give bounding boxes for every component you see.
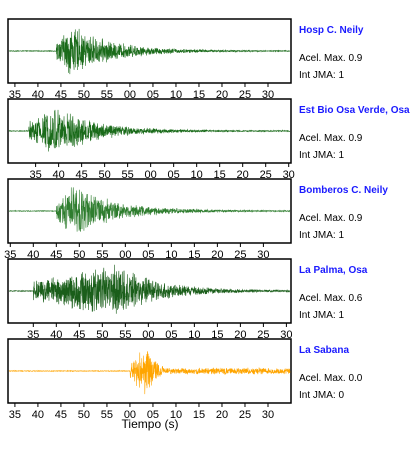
- station-accel-max: Acel. Max. 0.6: [299, 293, 363, 304]
- waveform-line: [8, 109, 291, 152]
- x-tick-label: 25: [234, 249, 246, 261]
- station-accel-max: Acel. Max. 0.9: [299, 213, 363, 224]
- x-tick-label: 45: [55, 89, 67, 101]
- x-tick-label: 40: [32, 409, 44, 421]
- x-tick-label: 15: [188, 249, 200, 261]
- x-tick-label: 20: [234, 329, 246, 341]
- x-tick-label: 40: [52, 169, 64, 181]
- station-accel-max: Acel. Max. 0.9: [299, 133, 363, 144]
- x-axis-label: Tiempo (s): [122, 417, 179, 431]
- x-tick-label: 50: [96, 329, 108, 341]
- x-tick-label: 45: [50, 249, 62, 261]
- station-panel: 35 40 45 50 55 00 05 10 15 20 25 30 La Sabana Acel. M…: [7, 338, 363, 421]
- x-tick-label: 50: [73, 249, 85, 261]
- station-panel: 35 40 45 50 55 00 05 10 15 20 25 30 La Palma, Osa Ace…: [7, 258, 368, 341]
- x-tick-label: 35: [9, 89, 21, 101]
- station-int-jma: Int JMA: 0: [299, 390, 344, 401]
- x-tick-label: 50: [78, 89, 90, 101]
- x-tick-label: 30: [280, 329, 292, 341]
- station-name: La Sabana: [299, 345, 349, 356]
- x-tick-label: 25: [239, 89, 251, 101]
- station-name: La Palma, Osa: [299, 265, 368, 276]
- x-tick-label: 05: [168, 169, 180, 181]
- x-tick-label: 10: [170, 409, 182, 421]
- station-name: Bomberos C. Neily: [299, 185, 388, 196]
- x-tick-label: 20: [211, 249, 223, 261]
- x-tick-label: 45: [55, 409, 67, 421]
- x-tick-label: 30: [262, 409, 274, 421]
- station-panel: 35 40 45 50 55 00 05 10 15 20 25 30 Hosp C. Neily Ace…: [7, 18, 364, 101]
- x-tick-label: 20: [216, 409, 228, 421]
- station-int-jma: Int JMA: 1: [299, 310, 344, 321]
- x-tick-label: 00: [119, 249, 131, 261]
- x-tick-label: 55: [96, 249, 108, 261]
- x-tick-label: 15: [211, 329, 223, 341]
- x-tick-label: 10: [188, 329, 200, 341]
- x-tick-label: 15: [193, 409, 205, 421]
- x-tick-label: 00: [124, 89, 136, 101]
- x-tick-label: 55: [122, 169, 134, 181]
- waveform-line: [8, 187, 291, 232]
- x-tick-label: 35: [27, 329, 39, 341]
- x-tick-label: 10: [165, 249, 177, 261]
- x-tick-label: 10: [170, 89, 182, 101]
- x-tick-label: 45: [76, 169, 88, 181]
- x-tick-label: 00: [142, 329, 154, 341]
- x-tick-label: 30: [257, 249, 269, 261]
- station-panel: 35 40 45 50 55 00 05 10 15 20 25 30 Bomberos C. Neil…: [4, 178, 388, 261]
- x-tick-label: 15: [193, 89, 205, 101]
- x-tick-label: 25: [257, 329, 269, 341]
- x-tick-label: 05: [142, 249, 154, 261]
- x-tick-label: 40: [32, 89, 44, 101]
- x-tick-label: 05: [147, 409, 159, 421]
- station-int-jma: Int JMA: 1: [299, 150, 344, 161]
- x-tick-label: 00: [145, 169, 157, 181]
- x-tick-label: 30: [283, 169, 295, 181]
- station-name: Hosp C. Neily: [299, 25, 364, 36]
- x-tick-label: 25: [260, 169, 272, 181]
- x-tick-label: 40: [27, 249, 39, 261]
- x-tick-label: 00: [124, 409, 136, 421]
- x-tick-label: 50: [78, 409, 90, 421]
- x-tick-label: 20: [237, 169, 249, 181]
- x-tick-label: 35: [9, 409, 21, 421]
- x-tick-label: 40: [50, 329, 62, 341]
- x-tick-label: 35: [4, 249, 16, 261]
- station-panel: 35 40 45 50 55 00 05 10 15 20 25 30 Est Bio Osa Verd…: [7, 98, 410, 181]
- x-tick-label: 15: [214, 169, 226, 181]
- x-tick-label: 35: [29, 169, 41, 181]
- x-tick-label: 10: [191, 169, 203, 181]
- x-tick-label: 05: [147, 89, 159, 101]
- station-accel-max: Acel. Max. 0.9: [299, 53, 363, 64]
- station-accel-max: Acel. Max. 0.0: [299, 373, 363, 384]
- x-tick-label: 05: [165, 329, 177, 341]
- x-tick-label: 55: [101, 409, 113, 421]
- x-tick-label: 25: [239, 409, 251, 421]
- x-tick-label: 30: [262, 89, 274, 101]
- station-name: Est Bio Osa Verde, Osa: [299, 105, 410, 116]
- waveform-line: [8, 28, 291, 75]
- x-tick-label: 50: [99, 169, 111, 181]
- station-int-jma: Int JMA: 1: [299, 70, 344, 81]
- waveform-line: [8, 351, 291, 395]
- x-tick-label: 45: [73, 329, 85, 341]
- station-int-jma: Int JMA: 1: [299, 230, 344, 241]
- x-tick-label: 55: [119, 329, 131, 341]
- x-tick-label: 20: [216, 89, 228, 101]
- x-tick-label: 55: [101, 89, 113, 101]
- waveform-line: [8, 264, 291, 314]
